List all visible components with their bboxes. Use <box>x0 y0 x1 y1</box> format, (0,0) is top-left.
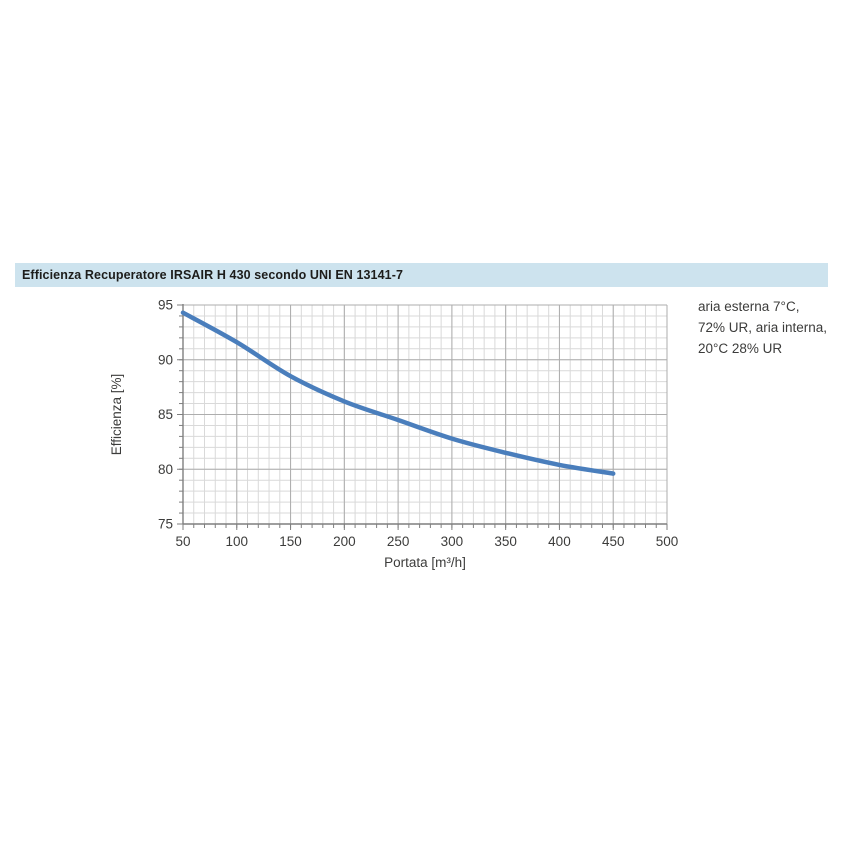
x-tick-label: 200 <box>333 534 356 549</box>
annotation-line: 72% UR, aria interna, <box>698 320 828 335</box>
chart-title: Efficienza Recuperatore IRSAIR H 430 sec… <box>22 268 404 282</box>
x-tick-labels: 50 100 150 200 250 300 350 400 450 500 <box>175 534 678 549</box>
y-tick-label: 90 <box>158 352 173 367</box>
y-tick-label: 95 <box>158 298 173 313</box>
x-tick-label: 100 <box>226 534 249 549</box>
x-tick-label: 300 <box>441 534 464 549</box>
condition-annotation: aria esterna 7°C, 72% UR, aria interna, … <box>698 296 827 359</box>
axes <box>182 304 667 525</box>
efficiency-curve <box>180 310 616 476</box>
chart-title-band: Efficienza Recuperatore IRSAIR H 430 sec… <box>15 263 828 287</box>
y-tick-label: 75 <box>158 517 173 532</box>
y-tick-label: 80 <box>158 462 173 477</box>
x-tick-label: 500 <box>656 534 679 549</box>
x-tick-label: 350 <box>494 534 517 549</box>
y-tick-label: 85 <box>158 407 173 422</box>
y-axis-title: Efficienza [%] <box>109 374 124 456</box>
x-tick-label: 400 <box>548 534 571 549</box>
x-axis-title: Portata [m³/h] <box>384 555 466 570</box>
y-tick-labels: 75 80 85 90 95 <box>158 298 173 532</box>
x-tick-label: 250 <box>387 534 410 549</box>
axis-ticks <box>177 304 668 530</box>
annotation-line: 20°C 28% UR <box>698 341 783 356</box>
x-tick-label: 150 <box>279 534 302 549</box>
x-tick-label: 450 <box>602 534 625 549</box>
x-tick-label: 50 <box>175 534 190 549</box>
annotation-line: aria esterna 7°C, <box>698 299 800 314</box>
